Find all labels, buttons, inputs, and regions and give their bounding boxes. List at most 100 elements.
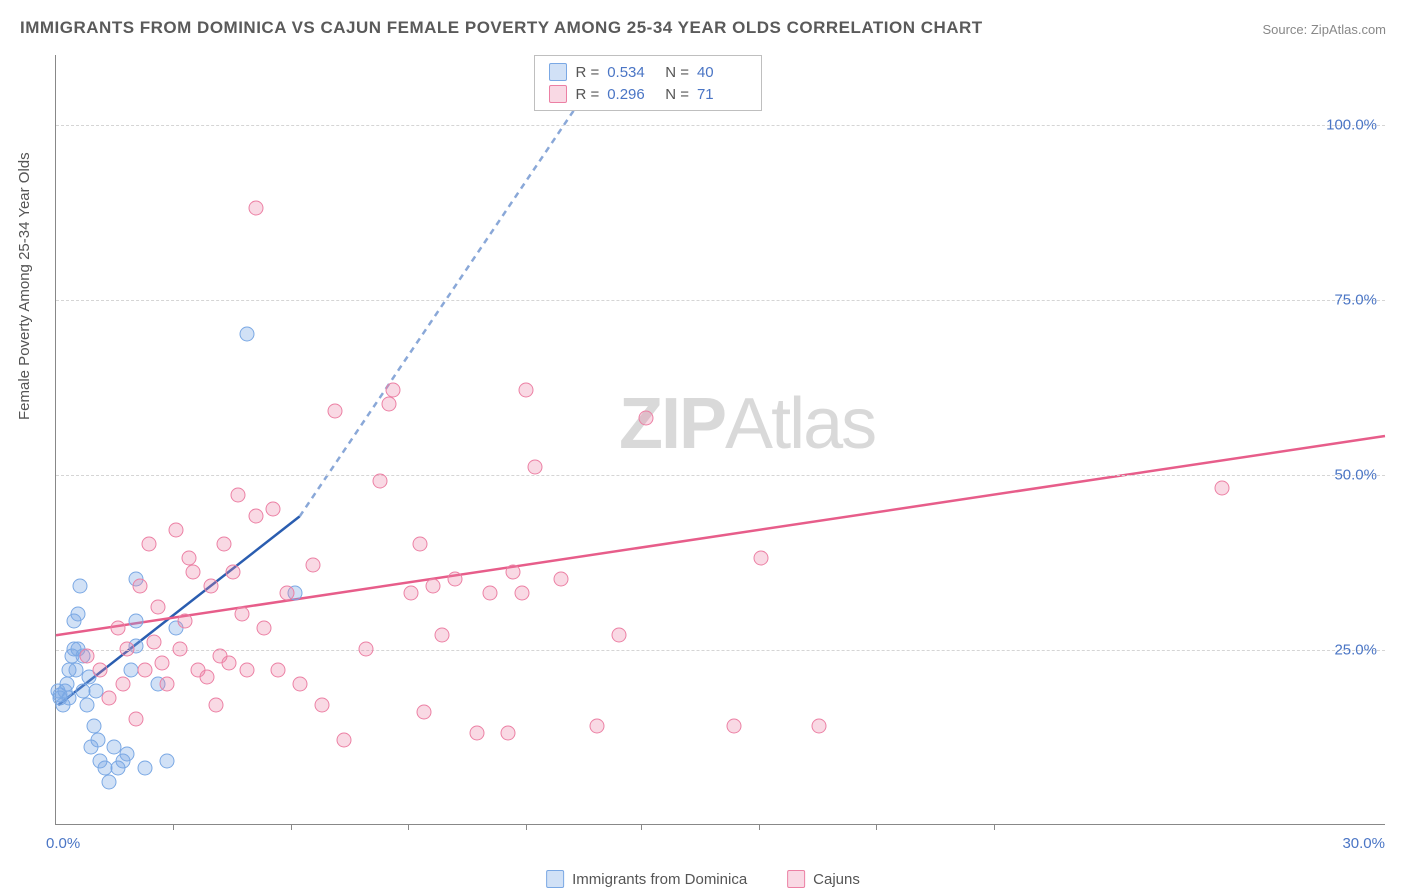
y-tick-label: 50.0% xyxy=(1334,467,1377,484)
data-point xyxy=(128,712,143,727)
data-point xyxy=(71,607,86,622)
data-point xyxy=(257,621,272,636)
data-point xyxy=(80,698,95,713)
data-point xyxy=(221,656,236,671)
data-point xyxy=(235,607,250,622)
data-point xyxy=(448,572,463,587)
data-point xyxy=(434,628,449,643)
data-point xyxy=(248,509,263,524)
legend-item-blue: Immigrants from Dominica xyxy=(546,870,747,888)
stats-row-blue: R =0.534 N =40 xyxy=(549,61,747,83)
y-tick-label: 75.0% xyxy=(1334,292,1377,309)
data-point xyxy=(128,614,143,629)
data-point xyxy=(589,719,604,734)
data-point xyxy=(505,565,520,580)
data-point xyxy=(337,733,352,748)
stats-row-pink: R =0.296 N =71 xyxy=(549,83,747,105)
stats-box: R =0.534 N =40 R =0.296 N =71 xyxy=(534,55,762,111)
data-point xyxy=(137,663,152,678)
data-point xyxy=(226,565,241,580)
data-point xyxy=(292,677,307,692)
data-point xyxy=(91,733,106,748)
data-point xyxy=(612,628,627,643)
data-point xyxy=(217,537,232,552)
data-point xyxy=(177,614,192,629)
data-point xyxy=(146,635,161,650)
data-point xyxy=(102,691,117,706)
x-tick xyxy=(994,824,995,830)
legend-item-pink: Cajuns xyxy=(787,870,860,888)
gridline xyxy=(56,300,1385,301)
chart-area: ZIPAtlas R =0.534 N =40 R =0.296 N =71 0… xyxy=(55,55,1385,825)
data-point xyxy=(115,677,130,692)
gridline xyxy=(56,650,1385,651)
swatch-blue-icon xyxy=(549,63,567,81)
source-label: Source: ZipAtlas.com xyxy=(1262,22,1386,37)
data-point xyxy=(102,775,117,790)
x-tick xyxy=(876,824,877,830)
data-point xyxy=(230,488,245,503)
data-point xyxy=(73,579,88,594)
data-point xyxy=(111,621,126,636)
data-point xyxy=(208,698,223,713)
data-point xyxy=(119,642,134,657)
data-point xyxy=(204,579,219,594)
data-point xyxy=(159,754,174,769)
data-point xyxy=(60,677,75,692)
data-point xyxy=(811,719,826,734)
data-point xyxy=(727,719,742,734)
data-point xyxy=(638,411,653,426)
data-point xyxy=(159,677,174,692)
data-point xyxy=(93,663,108,678)
data-point xyxy=(150,600,165,615)
data-point xyxy=(239,327,254,342)
x-tick xyxy=(173,824,174,830)
legend-swatch-blue-icon xyxy=(546,870,564,888)
data-point xyxy=(306,558,321,573)
chart-title: IMMIGRANTS FROM DOMINICA VS CAJUN FEMALE… xyxy=(20,18,983,38)
data-point xyxy=(137,761,152,776)
gridline xyxy=(56,125,1385,126)
x-axis-end: 30.0% xyxy=(1342,835,1385,852)
data-point xyxy=(554,572,569,587)
data-point xyxy=(385,383,400,398)
data-point xyxy=(527,460,542,475)
data-point xyxy=(279,586,294,601)
data-point xyxy=(483,586,498,601)
data-point xyxy=(270,663,285,678)
data-point xyxy=(328,404,343,419)
x-tick xyxy=(759,824,760,830)
data-point xyxy=(403,586,418,601)
data-point xyxy=(86,719,101,734)
gridline xyxy=(56,475,1385,476)
data-point xyxy=(168,523,183,538)
data-point xyxy=(412,537,427,552)
y-axis-label: Female Poverty Among 25-34 Year Olds xyxy=(16,152,33,420)
data-point xyxy=(248,201,263,216)
bottom-legend: Immigrants from Dominica Cajuns xyxy=(546,870,860,888)
data-point xyxy=(80,649,95,664)
data-point xyxy=(133,579,148,594)
data-point xyxy=(155,656,170,671)
data-point xyxy=(381,397,396,412)
data-point xyxy=(753,551,768,566)
data-point xyxy=(416,705,431,720)
data-point xyxy=(186,565,201,580)
data-point xyxy=(514,586,529,601)
data-point xyxy=(315,698,330,713)
swatch-pink-icon xyxy=(549,85,567,103)
data-point xyxy=(182,551,197,566)
x-tick xyxy=(526,824,527,830)
x-tick xyxy=(291,824,292,830)
x-tick xyxy=(408,824,409,830)
x-axis-start: 0.0% xyxy=(46,835,80,852)
data-point xyxy=(470,726,485,741)
x-tick xyxy=(641,824,642,830)
data-point xyxy=(518,383,533,398)
data-point xyxy=(425,579,440,594)
data-point xyxy=(359,642,374,657)
data-point xyxy=(119,747,134,762)
data-point xyxy=(266,502,281,517)
data-point xyxy=(239,663,254,678)
legend-label-blue: Immigrants from Dominica xyxy=(572,871,747,888)
